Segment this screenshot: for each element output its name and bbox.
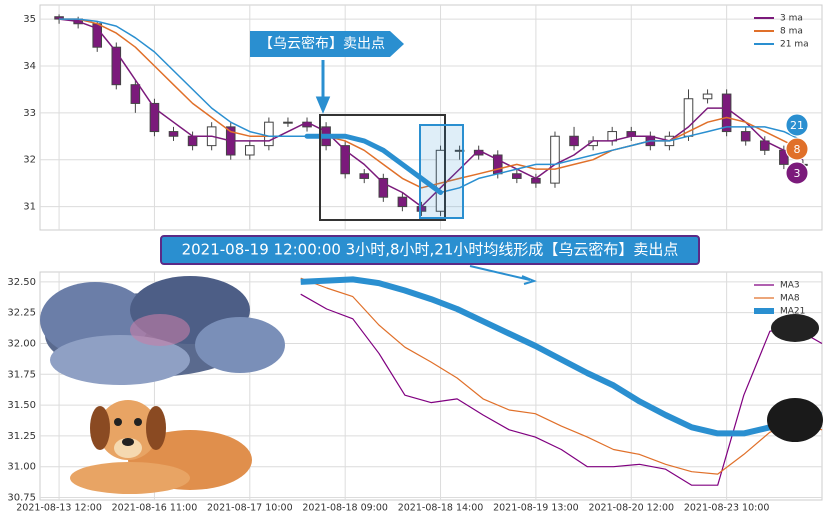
y-tick-label: 33 — [23, 108, 36, 119]
candle-body — [702, 93, 713, 100]
y-tick-label: 30.75 — [7, 493, 36, 504]
candle-body — [245, 145, 255, 156]
y-tick-label: 32.50 — [7, 277, 36, 288]
y-tick-label: 32.25 — [7, 308, 36, 319]
y-tick-label: 32 — [23, 155, 36, 166]
candle-body — [721, 93, 732, 133]
candle-body — [130, 84, 141, 104]
legend-label: MA21 — [780, 307, 805, 317]
legend-label: MA3 — [780, 281, 800, 291]
series-marker-label: 8 — [794, 143, 801, 156]
legend-label: 21 ma — [780, 40, 809, 50]
candle-body — [378, 177, 389, 198]
x-tick-label: 2021-08-17 10:00 — [207, 503, 293, 514]
candle-body — [54, 16, 64, 20]
legend-label: 3 ma — [780, 14, 803, 24]
x-tick-label: 2021-08-13 12:00 — [16, 503, 102, 514]
annotation-text: 【乌云密布】卖出点 — [259, 35, 385, 52]
y-tick-label: 34 — [23, 61, 36, 72]
callout-box — [160, 235, 700, 265]
y-tick-label: 31 — [23, 202, 36, 213]
candle-body — [111, 46, 122, 86]
y-tick-label: 31.25 — [7, 431, 36, 442]
dog-illustration — [70, 400, 252, 494]
candle-body — [187, 135, 198, 147]
y-tick-label: 35 — [23, 14, 36, 25]
storm-cloud-illustration — [767, 314, 823, 442]
x-tick-label: 2021-08-16 11:00 — [112, 503, 198, 514]
series-marker — [785, 113, 809, 137]
candle-body — [149, 102, 160, 133]
ma-line — [300, 293, 823, 486]
x-tick-label: 2021-08-23 10:00 — [684, 503, 770, 514]
series-marker-label: 3 — [794, 167, 801, 180]
ma-line — [59, 18, 804, 208]
x-tick-label: 2021-08-19 13:00 — [493, 503, 579, 514]
candle-body — [359, 173, 370, 179]
ma-line — [300, 277, 823, 475]
legend-label: 8 ma — [780, 27, 803, 37]
candle-body — [740, 131, 751, 142]
highlight-box — [419, 124, 464, 219]
annotation-arrow-box — [250, 31, 404, 57]
ma-line — [300, 276, 823, 437]
series-marker — [785, 161, 809, 185]
series-marker-label: 21 — [790, 119, 804, 132]
callout-arrow — [469, 265, 537, 285]
y-tick-label: 32.00 — [7, 338, 36, 349]
candle-body — [264, 121, 274, 147]
ma-highlight — [304, 133, 444, 195]
candle-body — [550, 135, 560, 184]
annotation-arrow — [315, 60, 331, 114]
highlight-box — [319, 114, 446, 221]
x-tick-label: 2021-08-18 14:00 — [398, 503, 484, 514]
x-tick-label: 2021-08-18 09:00 — [302, 503, 388, 514]
candle-body — [340, 145, 350, 175]
candle-body — [168, 131, 179, 137]
candle-body — [397, 196, 408, 208]
candle-body — [569, 135, 579, 147]
y-tick-label: 31.50 — [7, 400, 36, 411]
y-tick-label: 31.00 — [7, 462, 36, 473]
y-tick-label: 31.75 — [7, 369, 36, 380]
callout-text: 2021-08-19 12:00:00 3小时,8小时,21小时均线形成【乌云密… — [182, 241, 679, 259]
x-tick-label: 2021-08-20 12:00 — [588, 503, 674, 514]
candle-body — [283, 121, 293, 124]
cloud-illustration — [40, 276, 285, 385]
series-marker — [785, 137, 809, 161]
legend-label: MA8 — [780, 294, 800, 304]
candle-body — [512, 173, 522, 179]
